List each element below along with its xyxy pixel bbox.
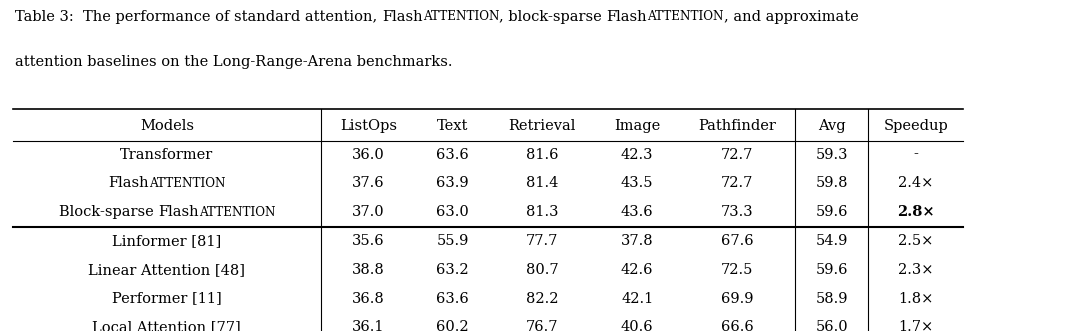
Text: 63.0: 63.0 xyxy=(436,205,469,219)
Text: 54.9: 54.9 xyxy=(815,234,848,248)
Text: Avg: Avg xyxy=(818,119,846,133)
Text: 2.5×: 2.5× xyxy=(899,234,933,248)
Text: 42.1: 42.1 xyxy=(621,292,653,306)
Text: 63.9: 63.9 xyxy=(436,176,469,190)
Text: 59.3: 59.3 xyxy=(815,148,848,162)
Text: 72.7: 72.7 xyxy=(721,148,753,162)
Text: , and approximate: , and approximate xyxy=(724,10,859,24)
Text: 59.8: 59.8 xyxy=(815,176,848,190)
Text: 36.1: 36.1 xyxy=(352,320,384,331)
Text: 38.8: 38.8 xyxy=(352,263,384,277)
Text: 82.2: 82.2 xyxy=(526,292,558,306)
Text: 67.6: 67.6 xyxy=(720,234,754,248)
Text: 37.0: 37.0 xyxy=(352,205,384,219)
Text: Flash: Flash xyxy=(382,10,422,24)
Text: ATTENTION: ATTENTION xyxy=(647,10,724,23)
Text: Text: Text xyxy=(436,119,469,133)
Text: Pathfinder: Pathfinder xyxy=(698,119,777,133)
Text: 40.6: 40.6 xyxy=(621,320,653,331)
Text: Retrieval: Retrieval xyxy=(509,119,576,133)
Text: ATTENTION: ATTENTION xyxy=(422,10,499,23)
Text: 63.6: 63.6 xyxy=(436,148,469,162)
Text: 36.8: 36.8 xyxy=(352,292,384,306)
Text: 42.3: 42.3 xyxy=(621,148,653,162)
Text: 59.6: 59.6 xyxy=(815,263,848,277)
Text: 1.7×: 1.7× xyxy=(899,320,933,331)
Text: ListOps: ListOps xyxy=(340,119,396,133)
Text: 59.6: 59.6 xyxy=(815,205,848,219)
Text: ATTENTION: ATTENTION xyxy=(149,177,226,190)
Text: , block-sparse: , block-sparse xyxy=(499,10,607,24)
Text: 76.7: 76.7 xyxy=(526,320,558,331)
Text: 42.6: 42.6 xyxy=(621,263,653,277)
Text: 58.9: 58.9 xyxy=(815,292,848,306)
Text: Linformer [81]: Linformer [81] xyxy=(112,234,221,248)
Text: 56.0: 56.0 xyxy=(815,320,848,331)
Text: 2.4×: 2.4× xyxy=(899,176,933,190)
Text: 80.7: 80.7 xyxy=(526,263,558,277)
Text: Speedup: Speedup xyxy=(883,119,948,133)
Text: -: - xyxy=(914,148,918,162)
Text: Block-sparse: Block-sparse xyxy=(58,205,158,219)
Text: 81.4: 81.4 xyxy=(526,176,558,190)
Text: 2.8×: 2.8× xyxy=(897,205,934,219)
Text: 77.7: 77.7 xyxy=(526,234,558,248)
Text: Transformer: Transformer xyxy=(120,148,214,162)
Text: 43.6: 43.6 xyxy=(621,205,653,219)
Text: 37.6: 37.6 xyxy=(352,176,384,190)
Text: 63.2: 63.2 xyxy=(436,263,469,277)
Text: 69.9: 69.9 xyxy=(720,292,754,306)
Text: Flash: Flash xyxy=(607,10,647,24)
Text: 63.6: 63.6 xyxy=(436,292,469,306)
Text: 35.6: 35.6 xyxy=(352,234,384,248)
Text: Performer [11]: Performer [11] xyxy=(112,292,221,306)
Text: 72.7: 72.7 xyxy=(721,176,753,190)
Text: 73.3: 73.3 xyxy=(720,205,754,219)
Text: Linear Attention [48]: Linear Attention [48] xyxy=(89,263,245,277)
Text: 1.8×: 1.8× xyxy=(899,292,933,306)
Text: 2.3×: 2.3× xyxy=(899,263,933,277)
Text: attention baselines on the Long-Range-Arena benchmarks.: attention baselines on the Long-Range-Ar… xyxy=(15,55,453,69)
Text: 60.2: 60.2 xyxy=(436,320,469,331)
Text: Models: Models xyxy=(140,119,194,133)
Text: 36.0: 36.0 xyxy=(352,148,384,162)
Text: Image: Image xyxy=(615,119,660,133)
Text: Flash: Flash xyxy=(158,205,199,219)
Text: Local Attention [77]: Local Attention [77] xyxy=(93,320,241,331)
Text: ATTENTION: ATTENTION xyxy=(199,206,275,219)
Text: 81.6: 81.6 xyxy=(526,148,558,162)
Text: 81.3: 81.3 xyxy=(526,205,558,219)
Text: 55.9: 55.9 xyxy=(436,234,469,248)
Text: 37.8: 37.8 xyxy=(621,234,653,248)
Text: 72.5: 72.5 xyxy=(721,263,753,277)
Text: Table 3:  The performance of standard attention,: Table 3: The performance of standard att… xyxy=(15,10,382,24)
Text: Flash: Flash xyxy=(108,176,149,190)
Text: 43.5: 43.5 xyxy=(621,176,653,190)
Text: 66.6: 66.6 xyxy=(720,320,754,331)
